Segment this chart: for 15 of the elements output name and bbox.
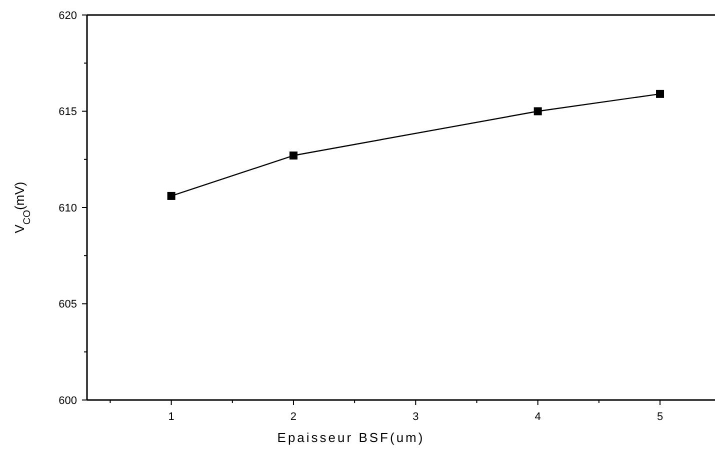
- x-tick-label: 1: [168, 411, 174, 423]
- y-tick-label: 600: [58, 394, 77, 407]
- x-tick-label: 4: [534, 411, 541, 423]
- y-tick-label: 605: [58, 298, 77, 311]
- point: [656, 90, 664, 98]
- y-tick-label: 620: [58, 10, 77, 22]
- y-tick-label: 615: [58, 106, 77, 118]
- x-tick-label: 2: [290, 411, 297, 423]
- point: [289, 152, 298, 160]
- x-tick-label: 5: [656, 411, 664, 423]
- x-tick-label: 3: [412, 411, 419, 423]
- point: [534, 107, 542, 116]
- y-tick-label: 610: [58, 202, 77, 214]
- point: [167, 192, 176, 200]
- x-axis-title: Epaisseur BSF(um): [277, 430, 425, 445]
